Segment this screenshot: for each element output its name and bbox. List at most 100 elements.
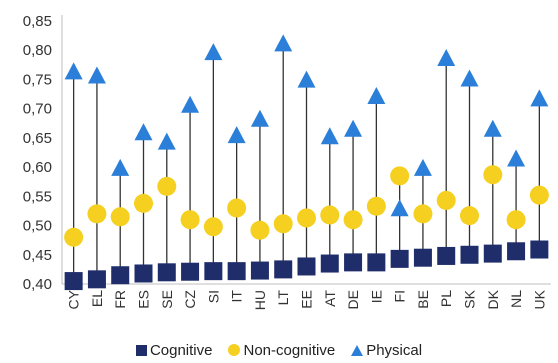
cognitive-marker <box>367 253 386 272</box>
cognitive-marker <box>483 244 502 263</box>
x-tick-label: DK <box>485 289 501 309</box>
cognitive-marker <box>250 261 269 280</box>
non-cognitive-marker <box>366 196 386 216</box>
non-cognitive-marker <box>529 185 549 205</box>
y-tick-label: 0,65 <box>23 130 52 147</box>
x-tick-label: LT <box>275 290 291 306</box>
cognitive-marker <box>413 248 432 267</box>
physical-marker <box>181 95 200 113</box>
non-cognitive-marker <box>227 198 247 218</box>
non-cognitive-marker <box>297 208 316 228</box>
y-tick-label: 0,75 <box>23 71 52 88</box>
cognitive-marker <box>64 272 83 291</box>
cognitive-marker <box>320 254 339 273</box>
physical-marker <box>390 199 409 217</box>
cognitive-marker <box>111 266 130 285</box>
x-axis: CY EL FR ES SE CZ SI IT HU LT EE AT DE IE FI BE PL SK DK NL… <box>62 283 551 310</box>
legend-item-cognitive: Cognitive <box>135 341 213 359</box>
non-cognitive-marker <box>273 214 293 234</box>
cognitive-marker <box>227 262 246 281</box>
cognitive-marker <box>87 270 106 289</box>
cognitive-marker <box>134 264 153 283</box>
x-tick-label: DE <box>345 290 361 309</box>
physical-marker <box>134 123 153 141</box>
x-tick-label: SK <box>462 289 478 308</box>
physical-marker <box>204 43 223 61</box>
chart-area: 0,40 0,45 0,50 0,55 0,60 0,65 0,70 0,75 0,80 0,85… <box>23 13 551 310</box>
non-cognitive-marker <box>506 210 526 230</box>
physical-marker <box>413 158 432 176</box>
y-tick-label: 0,40 <box>23 276 52 293</box>
physical-marker <box>530 89 549 107</box>
physical-marker <box>344 119 363 137</box>
cognitive-marker <box>297 257 316 276</box>
x-tick-label: CY <box>66 289 82 309</box>
physical-marker <box>111 158 130 176</box>
physical-marker <box>507 149 526 167</box>
physical-marker <box>460 69 479 87</box>
physical-marker <box>297 70 316 88</box>
physical-marker <box>274 34 293 52</box>
x-tick-label: HU <box>252 290 268 310</box>
x-tick-label: SE <box>159 290 175 309</box>
x-tick-label: AT <box>322 290 338 307</box>
non-cognitive-marker <box>110 207 130 227</box>
x-tick-label: CZ <box>182 290 198 309</box>
y-tick-label: 0,55 <box>23 188 52 205</box>
x-tick-label: NL <box>508 290 524 308</box>
cognitive-marker <box>274 260 293 279</box>
cognitive-marker <box>530 240 549 259</box>
legend-label-physical: Physical <box>366 341 423 359</box>
x-tick-label: FR <box>112 290 128 309</box>
non-cognitive-marker <box>250 220 270 240</box>
x-tick-label: EL <box>89 290 105 307</box>
non-cognitive-marker <box>483 165 503 185</box>
cognitive-marker <box>204 262 223 281</box>
y-tick-label: 0,80 <box>23 42 52 59</box>
y-tick-label: 0,85 <box>23 13 52 30</box>
non-cognitive-marker <box>180 210 200 230</box>
non-cognitive-marker <box>460 206 479 226</box>
cognitive-marker <box>507 242 526 261</box>
triangle-marker-icon <box>351 344 364 356</box>
y-axis: 0,40 0,45 0,50 0,55 0,60 0,65 0,70 0,75 0,80 0,85 <box>23 13 63 293</box>
non-cognitive-marker <box>436 190 456 210</box>
non-cognitive-marker <box>203 217 223 237</box>
non-cognitive-marker <box>87 204 107 224</box>
physical-marker <box>437 48 456 66</box>
non-cognitive-marker <box>64 227 84 247</box>
physical-marker <box>367 86 386 104</box>
square-marker-icon <box>135 344 147 356</box>
non-cognitive-marker <box>134 193 153 213</box>
y-tick-label: 0,45 <box>23 247 52 264</box>
cognitive-marker <box>460 245 479 264</box>
physical-marker <box>87 66 106 84</box>
y-tick-label: 0,70 <box>23 101 52 118</box>
non-cognitive-marker <box>157 176 177 196</box>
non-cognitive-marker <box>413 204 433 224</box>
data-markers <box>64 34 549 291</box>
cognitive-marker <box>181 262 200 281</box>
cognitive-marker <box>344 253 363 272</box>
cognitive-marker <box>390 249 409 268</box>
x-tick-label: SI <box>205 290 221 303</box>
physical-marker <box>320 127 339 145</box>
x-tick-label: PL <box>438 290 454 307</box>
cognitive-marker <box>437 246 456 265</box>
non-cognitive-marker <box>320 205 340 225</box>
x-tick-label: BE <box>415 290 431 309</box>
x-tick-label: IE <box>368 290 384 303</box>
legend-item-physical: Physical <box>351 342 422 359</box>
legend-label-non-cognitive: Non-cognitive <box>243 341 336 359</box>
physical-marker <box>483 119 502 137</box>
physical-marker <box>157 132 176 150</box>
x-tick-label: UK <box>531 289 547 309</box>
physical-marker <box>64 62 83 80</box>
y-tick-label: 0,50 <box>23 218 52 235</box>
x-tick-label: FI <box>392 290 408 302</box>
cognitive-marker <box>157 263 176 282</box>
legend-label-cognitive: Cognitive <box>149 341 213 359</box>
range-lines <box>72 44 541 282</box>
non-cognitive-marker <box>343 210 363 230</box>
y-tick-label: 0,60 <box>23 159 52 176</box>
